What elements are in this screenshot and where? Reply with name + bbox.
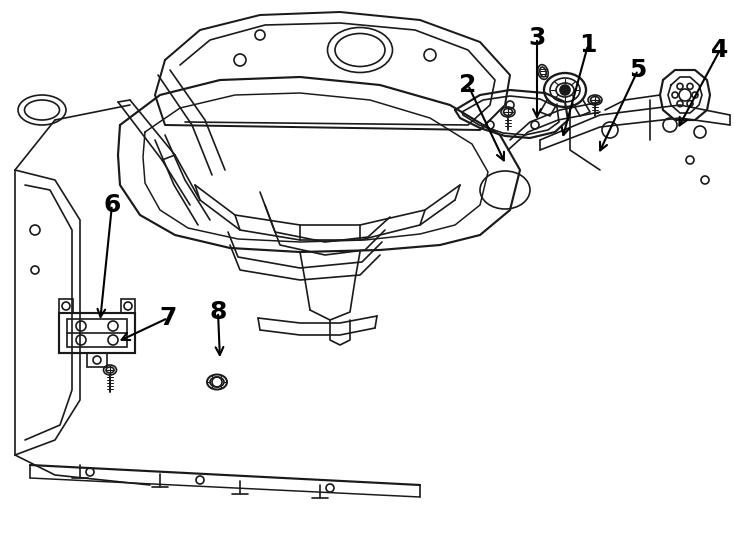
Text: 4: 4: [711, 38, 729, 62]
Bar: [121, 299, 135, 313]
Text: 5: 5: [629, 58, 647, 82]
Bar: [59, 299, 73, 313]
Text: 7: 7: [159, 306, 177, 330]
Text: 1: 1: [579, 33, 597, 57]
Bar: [87, 353, 107, 367]
Bar: [67, 319, 127, 347]
Bar: [59, 313, 135, 353]
Text: 6: 6: [103, 193, 120, 217]
Text: 2: 2: [459, 73, 476, 97]
Text: 8: 8: [209, 300, 227, 324]
Text: 3: 3: [528, 26, 545, 50]
Circle shape: [560, 85, 570, 95]
